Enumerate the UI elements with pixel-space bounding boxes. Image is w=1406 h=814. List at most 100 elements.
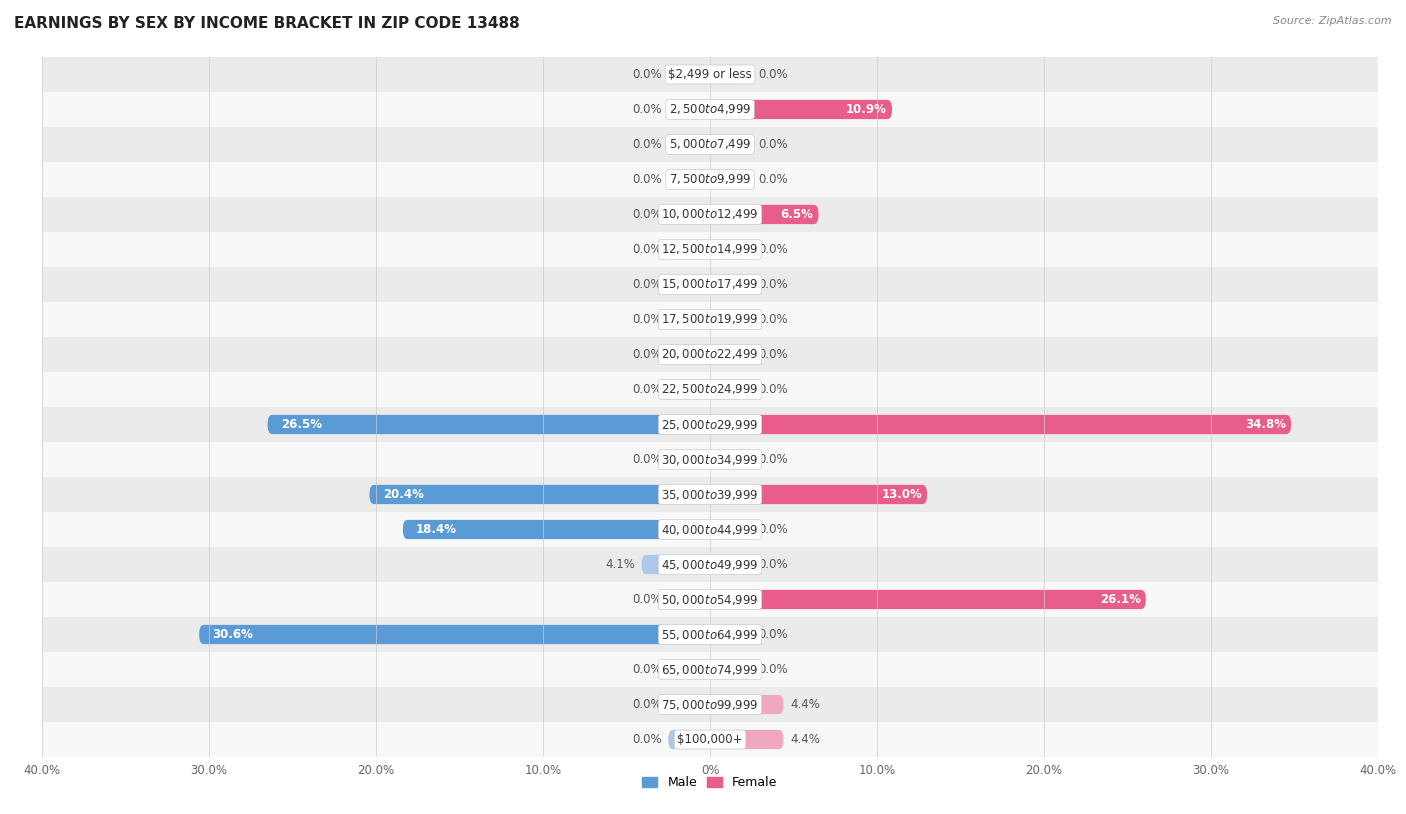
FancyBboxPatch shape	[710, 310, 752, 329]
Text: $12,500 to $14,999: $12,500 to $14,999	[661, 243, 759, 256]
FancyBboxPatch shape	[668, 240, 710, 259]
Text: $35,000 to $39,999: $35,000 to $39,999	[661, 488, 759, 501]
Text: $2,500 to $4,999: $2,500 to $4,999	[669, 103, 751, 116]
Text: $22,500 to $24,999: $22,500 to $24,999	[661, 383, 759, 396]
Bar	[42, 232, 1378, 267]
Bar	[42, 512, 1378, 547]
Text: $75,000 to $99,999: $75,000 to $99,999	[661, 698, 759, 711]
Bar	[42, 617, 1378, 652]
Text: 34.8%: 34.8%	[1246, 418, 1286, 431]
Text: 0.0%: 0.0%	[758, 68, 789, 81]
FancyBboxPatch shape	[710, 625, 752, 644]
FancyBboxPatch shape	[710, 100, 891, 119]
Bar	[42, 337, 1378, 372]
FancyBboxPatch shape	[710, 590, 1146, 609]
FancyBboxPatch shape	[710, 415, 1291, 434]
FancyBboxPatch shape	[710, 380, 752, 399]
Text: 0.0%: 0.0%	[631, 208, 662, 221]
Text: 0.0%: 0.0%	[631, 138, 662, 151]
FancyBboxPatch shape	[710, 520, 752, 539]
FancyBboxPatch shape	[710, 135, 752, 154]
FancyBboxPatch shape	[668, 380, 710, 399]
FancyBboxPatch shape	[668, 450, 710, 469]
Bar	[42, 652, 1378, 687]
FancyBboxPatch shape	[668, 135, 710, 154]
Text: $40,000 to $44,999: $40,000 to $44,999	[661, 523, 759, 536]
FancyBboxPatch shape	[710, 170, 752, 189]
Text: $30,000 to $34,999: $30,000 to $34,999	[661, 453, 759, 466]
Text: $55,000 to $64,999: $55,000 to $64,999	[661, 628, 759, 641]
Text: 0.0%: 0.0%	[631, 243, 662, 256]
Text: 26.1%: 26.1%	[1099, 593, 1140, 606]
FancyBboxPatch shape	[641, 555, 710, 574]
Text: 0.0%: 0.0%	[631, 453, 662, 466]
FancyBboxPatch shape	[710, 485, 927, 504]
FancyBboxPatch shape	[668, 660, 710, 679]
Text: 0.0%: 0.0%	[758, 348, 789, 361]
FancyBboxPatch shape	[402, 520, 710, 539]
Text: 0.0%: 0.0%	[631, 733, 662, 746]
Text: $5,000 to $7,499: $5,000 to $7,499	[669, 138, 751, 151]
Text: 0.0%: 0.0%	[758, 173, 789, 186]
FancyBboxPatch shape	[710, 240, 752, 259]
Text: $10,000 to $12,499: $10,000 to $12,499	[661, 208, 759, 221]
Bar	[42, 92, 1378, 127]
FancyBboxPatch shape	[710, 450, 752, 469]
Bar	[42, 302, 1378, 337]
Text: $65,000 to $74,999: $65,000 to $74,999	[661, 663, 759, 676]
FancyBboxPatch shape	[710, 555, 752, 574]
Bar	[42, 407, 1378, 442]
Text: 0.0%: 0.0%	[758, 383, 789, 396]
FancyBboxPatch shape	[267, 415, 710, 434]
Bar	[42, 547, 1378, 582]
Text: 0.0%: 0.0%	[758, 278, 789, 291]
Text: 0.0%: 0.0%	[631, 383, 662, 396]
Text: EARNINGS BY SEX BY INCOME BRACKET IN ZIP CODE 13488: EARNINGS BY SEX BY INCOME BRACKET IN ZIP…	[14, 16, 520, 31]
Bar	[42, 127, 1378, 162]
Text: $20,000 to $22,499: $20,000 to $22,499	[661, 348, 759, 361]
Text: 0.0%: 0.0%	[758, 628, 789, 641]
Text: 4.4%: 4.4%	[790, 733, 820, 746]
FancyBboxPatch shape	[200, 625, 710, 644]
Text: 0.0%: 0.0%	[758, 663, 789, 676]
Text: 0.0%: 0.0%	[631, 103, 662, 116]
Bar	[42, 197, 1378, 232]
FancyBboxPatch shape	[710, 275, 752, 294]
Text: $100,000+: $100,000+	[678, 733, 742, 746]
Text: 20.4%: 20.4%	[382, 488, 423, 501]
Text: 0.0%: 0.0%	[758, 558, 789, 571]
Text: 0.0%: 0.0%	[631, 278, 662, 291]
Text: $50,000 to $54,999: $50,000 to $54,999	[661, 593, 759, 606]
Text: 0.0%: 0.0%	[758, 243, 789, 256]
Text: 6.5%: 6.5%	[780, 208, 814, 221]
Text: 0.0%: 0.0%	[758, 523, 789, 536]
Text: 0.0%: 0.0%	[631, 173, 662, 186]
FancyBboxPatch shape	[668, 345, 710, 364]
FancyBboxPatch shape	[668, 730, 710, 749]
Bar	[42, 267, 1378, 302]
Text: 26.5%: 26.5%	[281, 418, 322, 431]
Text: 0.0%: 0.0%	[631, 593, 662, 606]
Text: 0.0%: 0.0%	[631, 313, 662, 326]
FancyBboxPatch shape	[668, 170, 710, 189]
Text: 0.0%: 0.0%	[758, 138, 789, 151]
FancyBboxPatch shape	[710, 205, 818, 224]
Bar	[42, 372, 1378, 407]
Text: 0.0%: 0.0%	[758, 313, 789, 326]
Text: $2,499 or less: $2,499 or less	[668, 68, 752, 81]
Text: 0.0%: 0.0%	[631, 68, 662, 81]
Bar	[42, 687, 1378, 722]
Legend: Male, Female: Male, Female	[643, 777, 778, 790]
Text: 13.0%: 13.0%	[882, 488, 922, 501]
Text: $45,000 to $49,999: $45,000 to $49,999	[661, 558, 759, 571]
Text: 0.0%: 0.0%	[758, 453, 789, 466]
FancyBboxPatch shape	[668, 695, 710, 714]
FancyBboxPatch shape	[710, 695, 783, 714]
Text: Source: ZipAtlas.com: Source: ZipAtlas.com	[1274, 16, 1392, 26]
FancyBboxPatch shape	[668, 205, 710, 224]
Bar	[42, 57, 1378, 92]
FancyBboxPatch shape	[668, 590, 710, 609]
Bar	[42, 477, 1378, 512]
FancyBboxPatch shape	[710, 65, 752, 84]
FancyBboxPatch shape	[710, 345, 752, 364]
